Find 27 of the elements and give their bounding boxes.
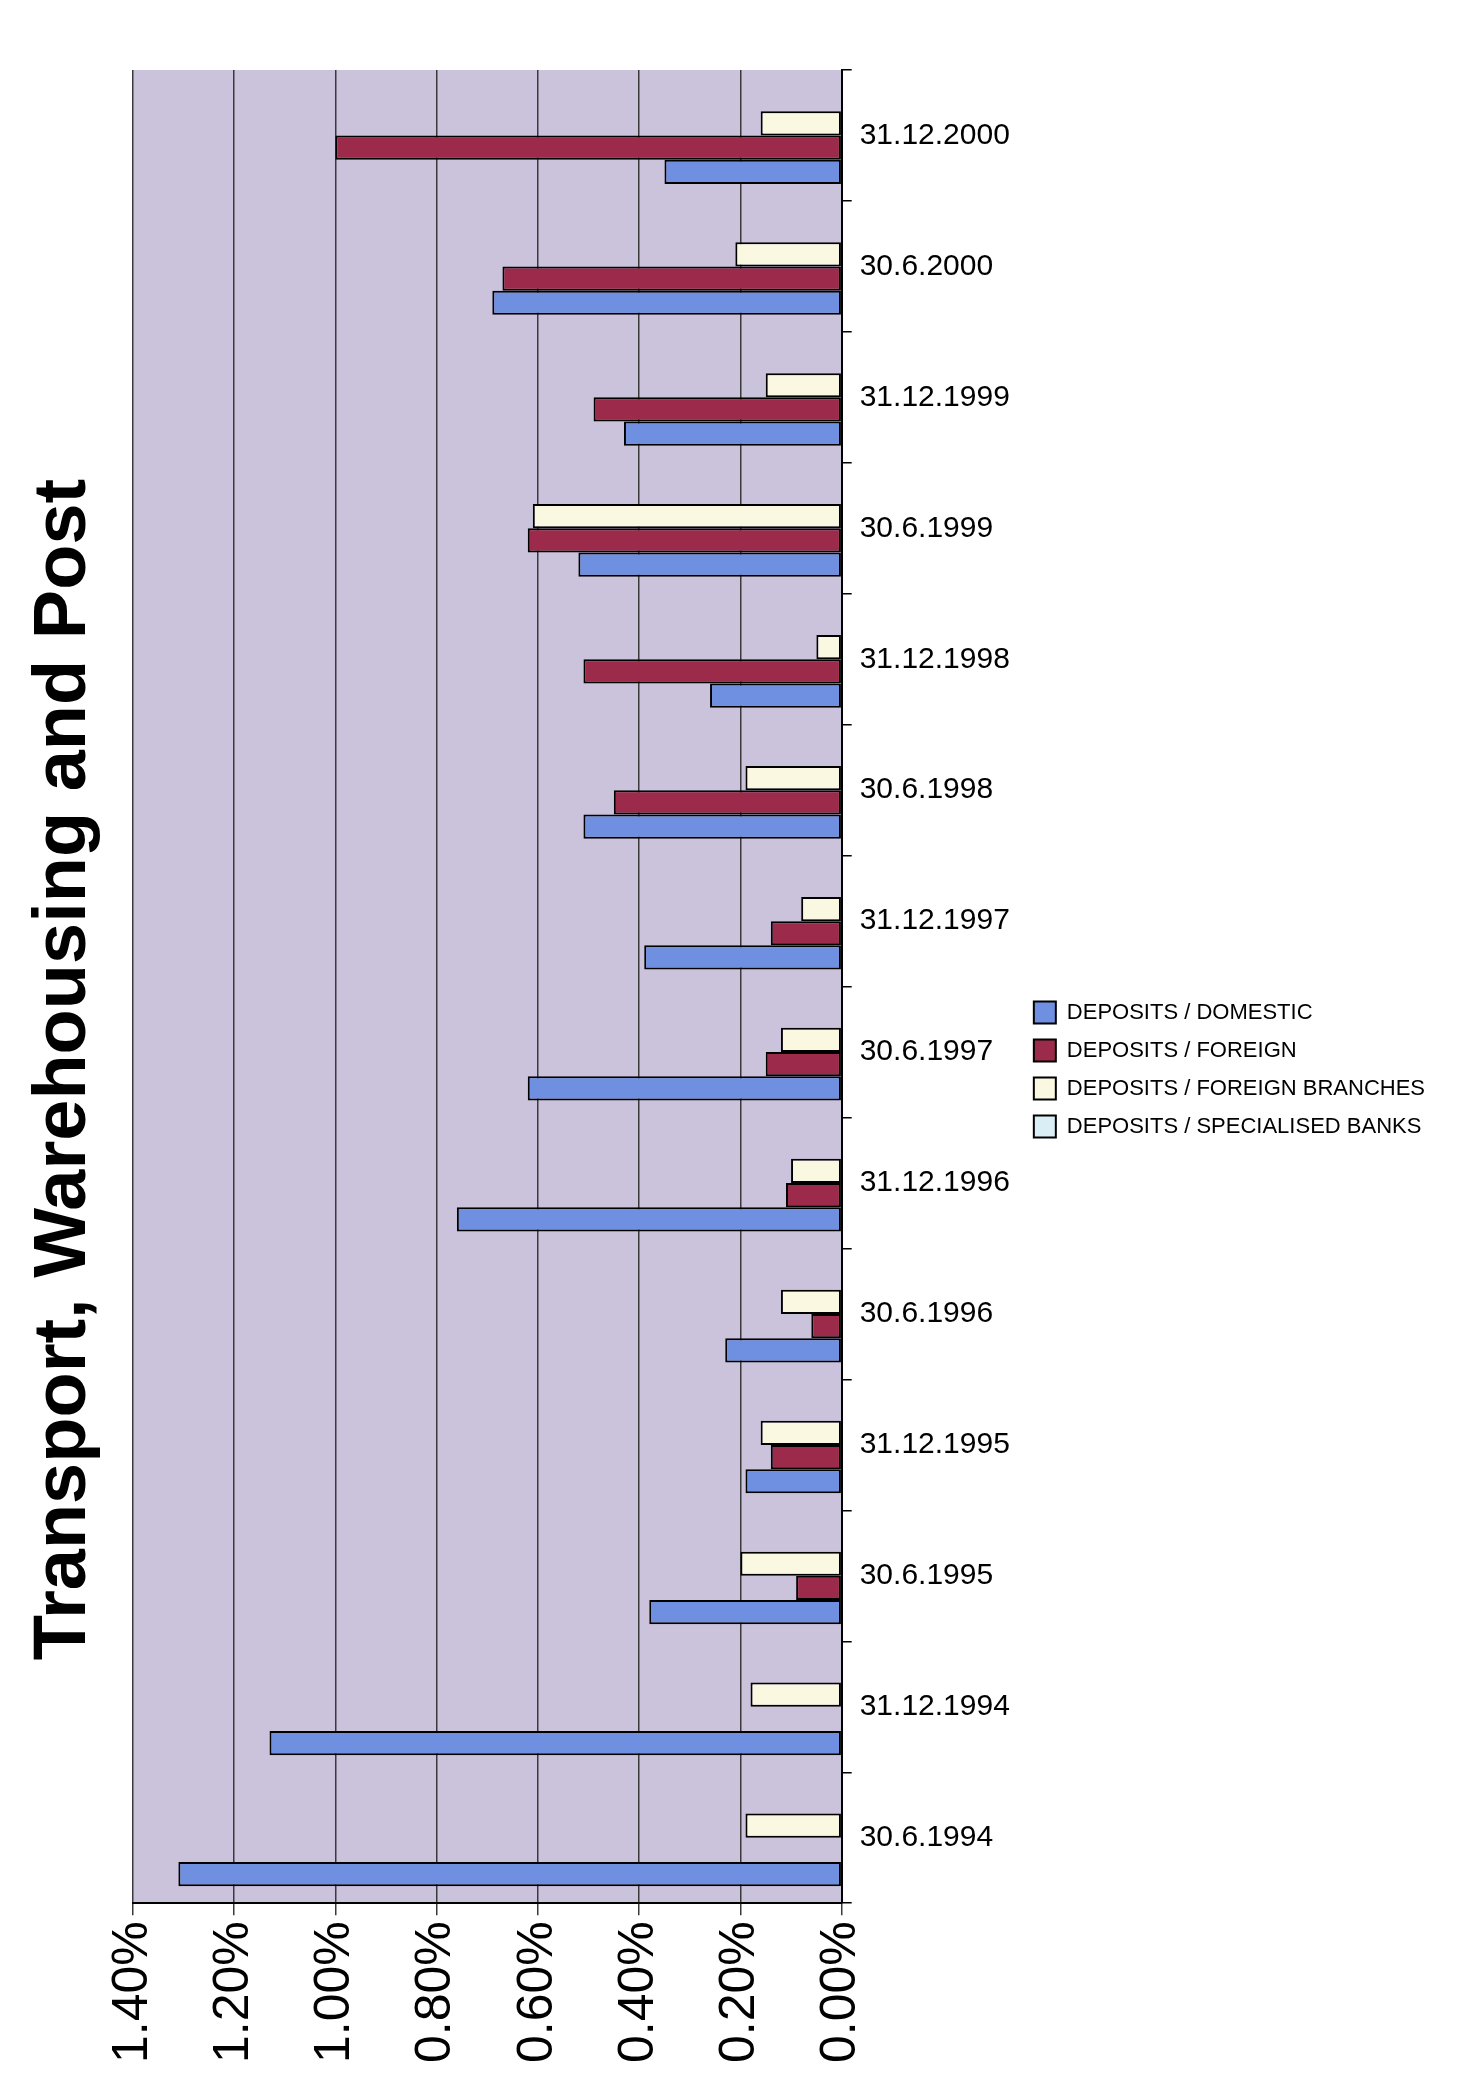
y-tick-label: 31.12.2000 <box>859 116 1010 150</box>
y-tick-label: 30.6.1996 <box>859 1295 994 1329</box>
x-tick-label: 1.00% <box>304 1921 361 2064</box>
y-tick-label: 31.12.1995 <box>859 1426 1010 1460</box>
y-tick-label: 30.6.1998 <box>859 771 994 805</box>
x-tick-label: 1.20% <box>202 1921 259 2064</box>
legend-label: DEPOSITS / SPECIALISED BANKS <box>1066 1112 1422 1138</box>
x-tick-label: 0.00% <box>810 1921 867 2064</box>
x-tick-label: 0.80% <box>405 1921 462 2064</box>
y-tick-label: 30.6.2000 <box>859 247 994 281</box>
y-tick-label: 31.12.1998 <box>859 640 1010 674</box>
x-tick-label: 1.40% <box>101 1921 158 2064</box>
y-tick-label: 31.12.1994 <box>859 1688 1010 1722</box>
legend-label: DEPOSITS / DOMESTIC <box>1066 998 1313 1024</box>
legend-label: DEPOSITS / FOREIGN BRANCHES <box>1066 1074 1426 1100</box>
text: Transport, Warehousing and Post <box>17 478 101 1661</box>
y-tick-label: 30.6.1999 <box>859 509 994 543</box>
x-tick-label: 0.60% <box>506 1921 563 2064</box>
y-tick-label: 31.12.1997 <box>859 902 1010 936</box>
y-tick-label: 30.6.1995 <box>859 1557 994 1591</box>
y-tick-label: 30.6.1994 <box>859 1819 994 1853</box>
y-tick-label: 31.12.1999 <box>859 378 1010 412</box>
y-tick-label: 31.12.1996 <box>859 1164 1010 1198</box>
legend-label: DEPOSITS / FOREIGN <box>1066 1036 1297 1062</box>
x-tick-label: 0.40% <box>607 1921 664 2064</box>
y-tick-label: 30.6.1997 <box>859 1033 994 1067</box>
x-tick-label: 0.20% <box>709 1921 766 2064</box>
